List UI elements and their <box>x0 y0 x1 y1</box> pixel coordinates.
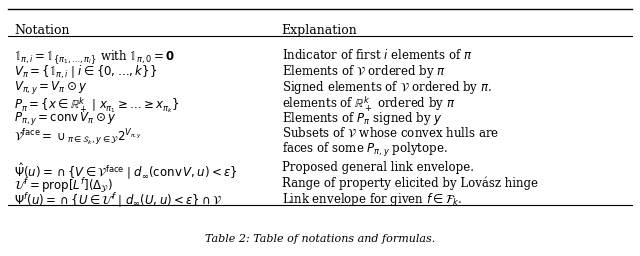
Text: Elements of $\mathcal{V}$ ordered by $\pi$: Elements of $\mathcal{V}$ ordered by $\p… <box>282 63 445 80</box>
Text: Range of property elicited by Lovász hinge: Range of property elicited by Lovász hin… <box>282 176 538 190</box>
Text: Elements of $P_\pi$ signed by $y$: Elements of $P_\pi$ signed by $y$ <box>282 110 443 127</box>
Text: $\mathcal{U}^f = \mathrm{prop}[L^f](\Delta_\mathcal{Y})$: $\mathcal{U}^f = \mathrm{prop}[L^f](\Del… <box>14 176 113 195</box>
Text: Explanation: Explanation <box>282 24 358 37</box>
Text: Proposed general link envelope.: Proposed general link envelope. <box>282 161 474 174</box>
Text: elements of $\mathbb{R}^k_+$ ordered by $\pi$: elements of $\mathbb{R}^k_+$ ordered by … <box>282 95 455 114</box>
Text: Indicator of first $i$ elements of $\pi$: Indicator of first $i$ elements of $\pi$ <box>282 48 472 62</box>
Text: $V_{\pi,y} = V_\pi \odot y$: $V_{\pi,y} = V_\pi \odot y$ <box>14 79 88 96</box>
Text: $\Psi^f(u) = \cap\{U \in \mathcal{U}^f \mid d_\infty(U, u) < \epsilon\} \cap \ma: $\Psi^f(u) = \cap\{U \in \mathcal{U}^f \… <box>14 191 223 210</box>
Text: Notation: Notation <box>14 24 70 37</box>
Text: Link envelope for given $f \in \mathcal{F}_k$.: Link envelope for given $f \in \mathcal{… <box>282 191 462 208</box>
Text: Signed elements of $\mathcal{V}$ ordered by $\pi$.: Signed elements of $\mathcal{V}$ ordered… <box>282 79 492 96</box>
Text: $\mathbb{1}_{\pi,i} = \mathbb{1}_{\{\pi_1,\ldots,\pi_i\}}$ with $\mathbb{1}_{\pi: $\mathbb{1}_{\pi,i} = \mathbb{1}_{\{\pi_… <box>14 48 175 67</box>
Text: Subsets of $\mathcal{V}$ whose convex hulls are: Subsets of $\mathcal{V}$ whose convex hu… <box>282 127 499 141</box>
Text: $V_\pi = \{\mathbb{1}_{\pi,i} \mid i \in \{0,\ldots,k\}\}$: $V_\pi = \{\mathbb{1}_{\pi,i} \mid i \in… <box>14 63 157 81</box>
Text: Table 2: Table of notations and formulas.: Table 2: Table of notations and formulas… <box>205 234 435 244</box>
Text: faces of some $P_{\pi,y}$ polytope.: faces of some $P_{\pi,y}$ polytope. <box>282 141 447 159</box>
Text: $P_\pi = \{x \in \mathbb{R}^k_+ \mid x_{\pi_1} \geq \ldots \geq x_{\pi_k}\}$: $P_\pi = \{x \in \mathbb{R}^k_+ \mid x_{… <box>14 95 180 114</box>
Text: $\mathcal{V}^{\mathrm{face}} = \cup_{\pi \in \mathcal{S}_k, y \in \mathcal{Y}} 2: $\mathcal{V}^{\mathrm{face}} = \cup_{\pi… <box>14 127 142 147</box>
Text: $P_{\pi,y} = \mathrm{conv}\, V_\pi \odot y$: $P_{\pi,y} = \mathrm{conv}\, V_\pi \odot… <box>14 110 117 127</box>
Text: $\hat{\Psi}(u) = \cap\{V \in \mathcal{V}^{\mathrm{face}} \mid d_\infty(\mathrm{c: $\hat{\Psi}(u) = \cap\{V \in \mathcal{V}… <box>14 161 238 182</box>
